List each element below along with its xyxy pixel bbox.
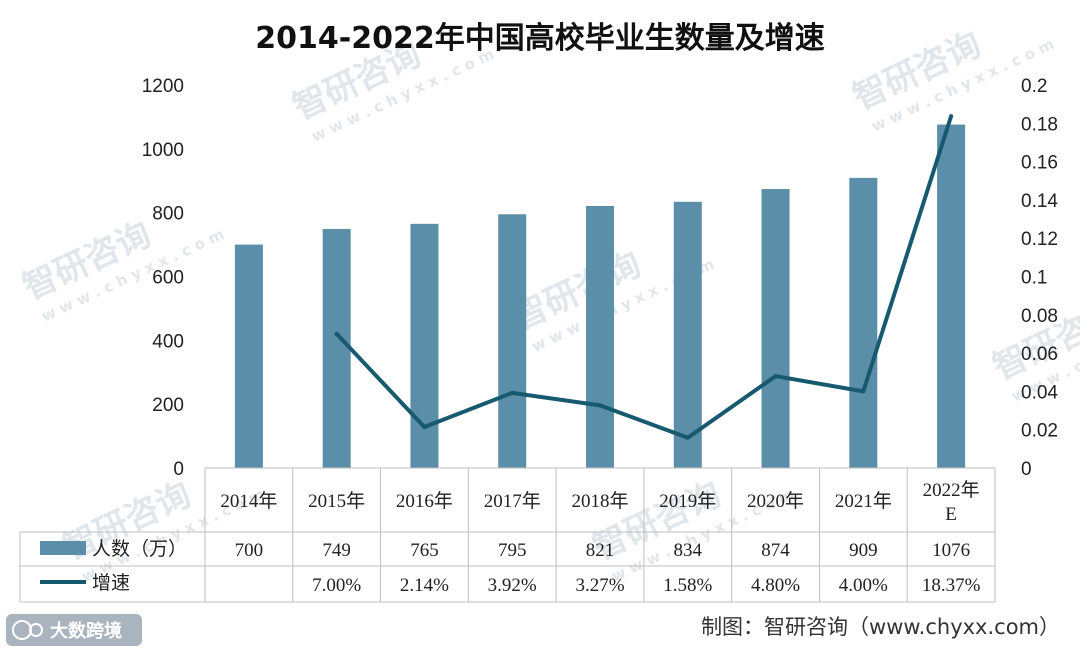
line-point (422, 425, 427, 430)
line-series (334, 114, 954, 440)
table-cell-count: 874 (761, 540, 790, 561)
bar (586, 205, 614, 468)
chart-title: 2014-2022年中国高校毕业生数量及增速 (255, 21, 824, 56)
table-cell-growth: 1.58% (663, 575, 712, 596)
x-axis-category-label: 2021年 (835, 490, 892, 512)
x-axis-category-label: 2019年 (659, 490, 716, 512)
x-axis-category-label: 2017年 (484, 490, 541, 512)
legend-bar-swatch (40, 541, 86, 555)
line-point (685, 435, 690, 440)
bar-series (234, 124, 966, 469)
data-table: 2014年 700 2015年 749 7.00% 2016年 765 2.14% 2017年 7… (19, 467, 996, 603)
x-axis-category-label: 2018年 (571, 490, 628, 512)
left-axis-tick-label: 400 (152, 331, 184, 352)
x-axis-category-label: 2015年 (308, 490, 365, 512)
source-note: 制图：智研咨询（www.chyxx.com） (701, 615, 1060, 639)
table-cell-growth: 4.80% (751, 575, 800, 596)
table-cell-growth: 3.92% (488, 575, 537, 596)
bar (761, 189, 790, 468)
legend-line-label: 增速 (92, 572, 130, 594)
right-axis-tick-label: 0.16 (1021, 153, 1058, 174)
table-cell-count: 909 (849, 540, 878, 561)
table-cell-growth: 2.14% (400, 575, 449, 596)
left-axis: 0 200 400 600 800 1000 1200 (142, 76, 184, 480)
left-axis-tick-label: 1000 (142, 140, 184, 161)
table-cell-growth: 7.00% (312, 575, 361, 596)
table-cell-growth: 18.37% (922, 575, 981, 596)
brand-mark: 大数跨境 (6, 614, 142, 646)
right-axis-tick-label: 0.02 (1021, 421, 1058, 442)
right-axis-tick-label: 0.12 (1021, 229, 1058, 250)
table-cell-count: 765 (410, 540, 439, 561)
x-axis-category-label: 2014年 (220, 490, 277, 512)
x-axis-category-label: 2022年 (923, 479, 980, 501)
line-point (510, 390, 515, 395)
bar (498, 214, 527, 468)
line-point (598, 403, 602, 408)
bar (849, 177, 878, 468)
right-axis-tick-label: 0 (1021, 459, 1032, 480)
bar (410, 223, 439, 468)
brand-name: 大数跨境 (50, 620, 122, 642)
table-cell-count: 700 (235, 540, 264, 561)
table-cell-count: 795 (498, 540, 527, 561)
left-axis-tick-label: 600 (152, 268, 184, 289)
left-axis-tick-label: 0 (173, 459, 184, 480)
table-cell-growth: 4.00% (839, 575, 888, 596)
bar (937, 124, 966, 469)
legend-bar-label: 人数（万） (92, 538, 187, 560)
right-axis-tick-label: 0.1 (1021, 268, 1047, 289)
x-axis-category-label: 2016年 (396, 490, 453, 512)
table-cell-growth: 3.27% (575, 575, 624, 596)
bar (673, 201, 702, 468)
line-point (949, 114, 954, 119)
right-axis-tick-label: 0.08 (1021, 306, 1058, 327)
bar (322, 228, 351, 468)
table-cell-count: 821 (586, 540, 615, 561)
table-cell-count: 749 (322, 540, 351, 561)
brand-backdrop (6, 614, 142, 646)
right-axis-tick-label: 0.06 (1021, 344, 1058, 365)
line-point (773, 374, 778, 379)
growth-line (334, 114, 954, 440)
left-axis-tick-label: 200 (152, 395, 184, 416)
brand-logo-dot-icon (29, 623, 43, 637)
legend-bar-entry: 人数（万） (40, 538, 187, 560)
right-axis-tick-label: 0.14 (1021, 191, 1058, 212)
legend-line-entry: 增速 (40, 572, 130, 594)
line-point (861, 389, 866, 394)
right-axis: 0 0.02 0.04 0.06 0.08 0.1 0.12 0.14 0.16 0.18 0.2 (1021, 76, 1058, 480)
right-axis-tick-label: 0.2 (1021, 76, 1047, 97)
table-cell-count: 1076 (932, 540, 970, 561)
table-cell-count: 834 (674, 540, 703, 561)
left-axis-tick-label: 800 (152, 204, 184, 225)
line-point (334, 331, 339, 336)
right-axis-tick-label: 0.18 (1021, 114, 1058, 135)
right-axis-tick-label: 0.04 (1021, 382, 1058, 403)
x-axis-category-label: 2020年 (747, 490, 804, 512)
bar (234, 244, 263, 468)
left-axis-tick-label: 1200 (142, 76, 184, 97)
x-axis-category-label-line2: E (945, 504, 957, 525)
